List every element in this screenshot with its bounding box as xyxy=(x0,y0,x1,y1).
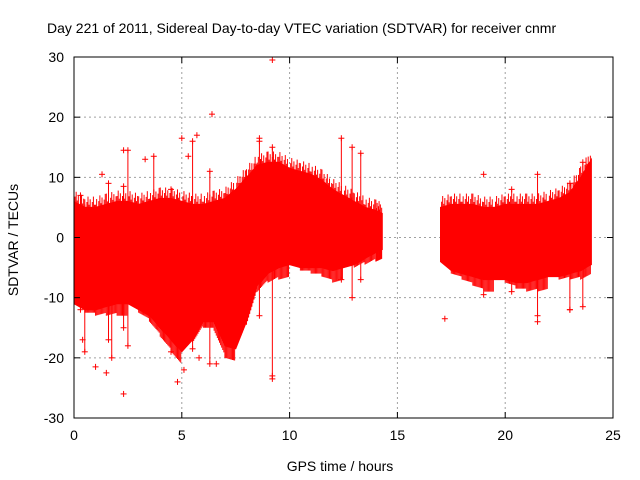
spike-top-marker xyxy=(120,183,127,190)
data-outliers xyxy=(77,57,586,397)
spike-top-marker xyxy=(105,180,112,187)
spike-bottom-marker xyxy=(579,303,586,310)
spike-top-marker xyxy=(579,159,586,166)
x-tick-label: 25 xyxy=(605,427,621,443)
y-axis-label: SDTVAR / TECUs xyxy=(5,184,21,296)
spike-bottom-marker xyxy=(150,306,157,313)
spike-top-marker xyxy=(534,171,541,178)
y-tick-label: 10 xyxy=(48,169,64,185)
spike-top-marker xyxy=(566,180,573,187)
x-tick-label: 10 xyxy=(282,427,298,443)
spike-top-marker xyxy=(357,150,364,157)
axes: 0 5 10 15 20 25 -30 -20 -10 0 10 20 30 xyxy=(44,49,621,443)
data-point xyxy=(193,132,200,139)
plot-frame xyxy=(73,56,614,419)
data-point xyxy=(534,318,541,325)
spike-top-marker xyxy=(189,138,196,145)
spike-bottom-marker xyxy=(124,342,131,349)
spike-bottom-marker xyxy=(105,336,112,343)
spike-top-marker xyxy=(108,210,115,217)
spike-bottom-marker xyxy=(77,306,84,313)
x-tick-label: 5 xyxy=(178,427,186,443)
spike-top-marker xyxy=(168,186,175,193)
spike-top-marker xyxy=(269,144,276,151)
y-tick-label: -20 xyxy=(44,350,64,366)
data-point xyxy=(120,390,127,397)
spike-bottom-marker xyxy=(256,312,263,319)
spike-top-marker xyxy=(338,135,345,142)
data-point xyxy=(196,354,203,361)
data-point xyxy=(92,363,99,370)
data-point xyxy=(180,366,187,373)
data-point xyxy=(178,135,185,142)
data-point xyxy=(99,171,106,178)
y-tick-label: -30 xyxy=(44,410,64,426)
data-point xyxy=(208,111,215,118)
data-point xyxy=(174,378,181,385)
data-point xyxy=(269,372,276,379)
data-point xyxy=(103,369,110,376)
data-point xyxy=(185,153,192,160)
x-tick-label: 20 xyxy=(497,427,513,443)
y-tick-label: -10 xyxy=(44,290,64,306)
x-axis-label: GPS time / hours xyxy=(287,458,394,474)
data-bands xyxy=(73,151,592,363)
y-tick-label: 30 xyxy=(48,49,64,65)
y-tick-label: 20 xyxy=(48,109,64,125)
spike-bottom-marker xyxy=(534,312,541,319)
data-point xyxy=(120,147,127,154)
spike-top-marker xyxy=(81,204,88,211)
spike-top-marker xyxy=(206,168,213,175)
data-point xyxy=(566,306,573,313)
y-tick-label: 0 xyxy=(56,230,64,246)
spike-bottom-marker xyxy=(206,360,213,367)
spike-bottom-marker xyxy=(508,288,515,295)
data-point xyxy=(79,336,86,343)
data-point xyxy=(480,291,487,298)
spike-bottom-marker xyxy=(189,345,196,352)
data-spikes xyxy=(79,138,584,379)
spike-bottom-marker xyxy=(120,324,127,331)
data-point xyxy=(256,135,263,142)
spike-bottom-marker xyxy=(81,348,88,355)
data-point xyxy=(142,156,149,163)
spike-top-marker xyxy=(77,192,84,199)
x-tick-label: 15 xyxy=(390,427,406,443)
spike-top-marker xyxy=(150,153,157,160)
spike-bottom-marker xyxy=(168,348,175,355)
x-tick-label: 0 xyxy=(70,427,78,443)
chart-title: Day 221 of 2011, Sidereal Day-to-day VTE… xyxy=(47,20,556,36)
spike-bottom-marker xyxy=(357,276,364,283)
data-point xyxy=(480,171,487,178)
data-point xyxy=(269,57,276,64)
data-point xyxy=(441,315,448,322)
spike-top-marker xyxy=(349,144,356,151)
spike-bottom-marker xyxy=(349,294,356,301)
spike-bottom-marker xyxy=(338,276,345,283)
spike-top-marker xyxy=(508,186,515,193)
spike-bottom-marker xyxy=(108,354,115,361)
data-point xyxy=(213,360,220,367)
